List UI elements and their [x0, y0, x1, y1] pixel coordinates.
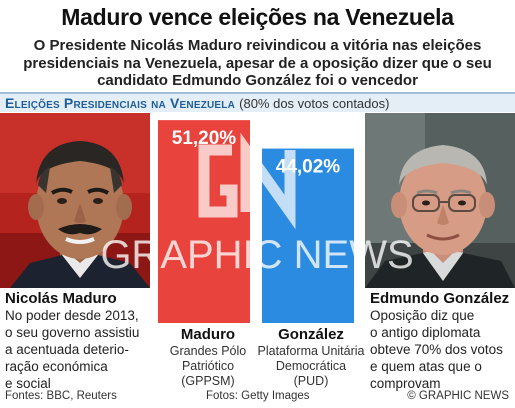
maduro-desc-line: o seu governo assistiu	[5, 325, 140, 340]
subtitle: O Presidente Nicolás Maduro reivindicou …	[23, 37, 492, 89]
party-desc-line: Democrática	[275, 359, 347, 373]
data-label-maduro: 51,20%	[172, 128, 237, 149]
gonzalez-description: Oposição diz que o antigo diplomata obte…	[370, 307, 503, 392]
copyright: © GRAPHIC NEWS	[407, 390, 509, 402]
bar-maduro	[158, 120, 250, 323]
gonzalez-desc-line: Oposição diz que	[370, 308, 475, 323]
maduro-photo	[0, 113, 150, 288]
section-header: Eleições Presidenciais na Venezuela (80%…	[0, 92, 515, 112]
party-desc-maduro: Grandes Pólo Patriótico (GPPSM)	[158, 344, 258, 389]
party-desc-line: Plataforma Unitária	[257, 344, 365, 358]
results-chart: 51,20% 44,02%	[150, 113, 365, 323]
gonzalez-desc-line: o antigo diplomata	[370, 325, 481, 340]
bar-chart-svg: 51,20% 44,02%	[158, 120, 354, 323]
gonzalez-desc-line: e quem atas que o	[370, 359, 482, 374]
maduro-desc-line: ração económica	[5, 359, 108, 374]
gonzalez-desc-line: obteve 70% dos votos	[370, 342, 503, 357]
maduro-name: Nicolás Maduro	[5, 290, 117, 307]
photos-credit: Fotos: Getty Images	[206, 390, 310, 402]
party-desc-line: (GPPSM)	[181, 374, 235, 388]
section-label-text: Eleições Presidenciais na Venezuela	[5, 95, 236, 111]
data-label-gonzlez: 44,02%	[276, 157, 341, 178]
gonzalez-desc-line: comprovam	[370, 376, 441, 391]
party-desc-gonzalez: Plataforma Unitária Democrática (PUD)	[254, 344, 368, 389]
party-name-maduro: Maduro	[180, 326, 236, 343]
maduro-description: No poder desde 2013, o seu governo assis…	[5, 307, 139, 392]
maduro-desc-line: e social	[5, 376, 51, 391]
section-label: Eleições Presidenciais na Venezuela (80%…	[5, 95, 389, 111]
party-desc-line: (PUD)	[293, 374, 329, 388]
gonzalez-name: Edmundo González	[370, 290, 510, 307]
page-title: Maduro vence eleições na Venezuela	[61, 4, 454, 30]
party-desc-line: Patriótico	[181, 359, 235, 373]
maduro-desc-line: No poder desde 2013,	[5, 308, 139, 323]
gonzalez-photo	[365, 113, 515, 288]
party-desc-line: Grandes Pólo	[169, 344, 247, 358]
section-note: (80% dos votos contados)	[239, 96, 390, 111]
sources-credit: Fontes: BBC, Reuters	[5, 390, 117, 402]
maduro-desc-line: a acentuada deterio-	[5, 342, 129, 357]
party-name-gonzalez: González	[278, 326, 344, 343]
